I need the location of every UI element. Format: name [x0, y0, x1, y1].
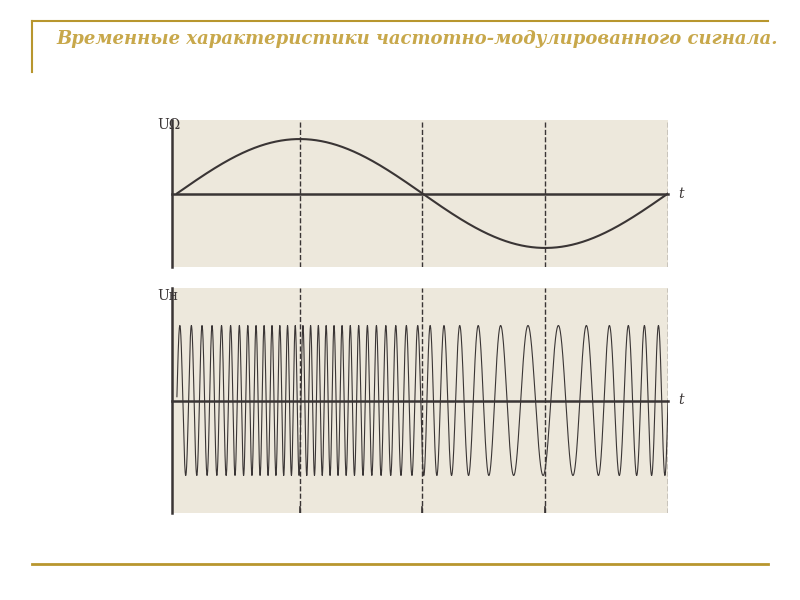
Text: t: t: [678, 394, 683, 407]
Text: Uн: Uн: [158, 289, 178, 302]
Text: t: t: [678, 187, 683, 200]
Text: Временные характеристики частотно-модулированного сигнала.: Временные характеристики частотно-модули…: [56, 30, 778, 48]
Text: UΩ: UΩ: [158, 118, 181, 133]
